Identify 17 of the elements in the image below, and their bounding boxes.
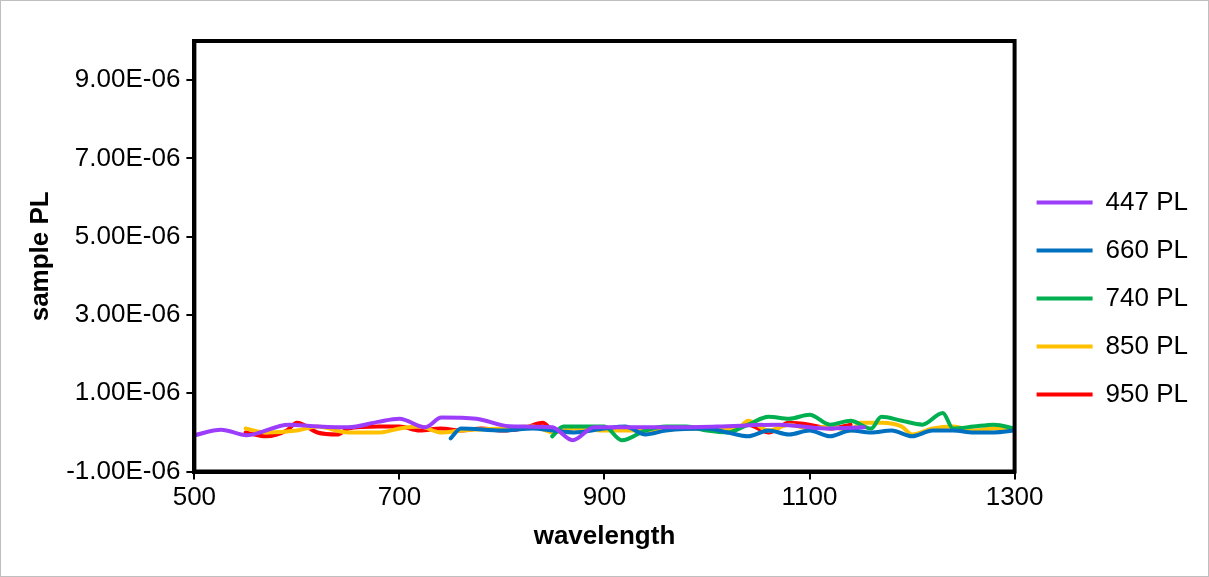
legend-label: 660 PL xyxy=(1105,233,1188,264)
x-axis-title: wavelength xyxy=(532,519,676,550)
legend-label: 850 PL xyxy=(1105,329,1188,360)
x-tick-label: 900 xyxy=(582,481,627,512)
y-tick-label: 9.00E-06 xyxy=(74,63,181,94)
y-tick-label: 1.00E-06 xyxy=(74,376,181,407)
legend-label: 740 PL xyxy=(1105,281,1188,312)
x-tick-label: 1300 xyxy=(985,481,1044,512)
x-tick-label: 700 xyxy=(377,481,422,512)
legend-label: 950 PL xyxy=(1105,377,1188,408)
x-tick-label: 1100 xyxy=(781,481,838,512)
y-tick-label: 7.00E-06 xyxy=(74,141,181,172)
y-tick-label: 5.00E-06 xyxy=(74,219,181,250)
line-series xyxy=(194,415,866,443)
y-tick-label: 3.00E-06 xyxy=(74,298,181,329)
y-axis-title: sample PL xyxy=(23,191,54,322)
legend-label: 447 PL xyxy=(1105,185,1188,216)
